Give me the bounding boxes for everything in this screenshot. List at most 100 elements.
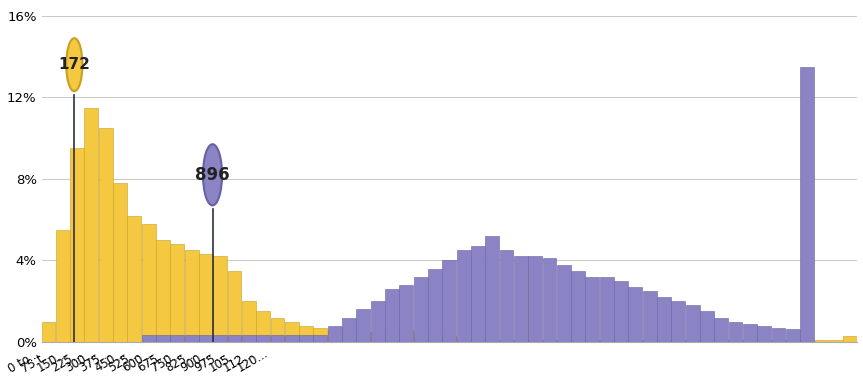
Bar <box>686 305 700 342</box>
Bar <box>185 335 198 342</box>
Bar <box>342 332 356 342</box>
Bar <box>385 331 399 342</box>
Bar <box>443 336 457 342</box>
Bar <box>513 256 528 342</box>
Bar <box>700 311 714 342</box>
Bar <box>400 285 413 342</box>
Bar <box>485 340 499 342</box>
Bar <box>113 183 127 342</box>
Bar <box>772 328 785 342</box>
Bar <box>228 271 242 342</box>
Bar <box>185 250 198 342</box>
Text: 172: 172 <box>59 57 91 72</box>
Bar <box>513 340 528 342</box>
Bar <box>757 326 772 342</box>
Bar <box>728 340 742 342</box>
Bar <box>256 335 270 342</box>
Bar <box>600 277 614 342</box>
Bar <box>643 340 657 342</box>
Ellipse shape <box>66 38 83 91</box>
Bar <box>471 339 485 342</box>
Bar <box>757 340 772 342</box>
Bar <box>199 255 213 342</box>
Bar <box>56 230 70 342</box>
Bar <box>413 332 427 342</box>
Bar <box>715 317 728 342</box>
Bar <box>313 328 327 342</box>
Bar <box>715 340 728 342</box>
Bar <box>671 301 685 342</box>
Bar <box>85 107 98 342</box>
Bar <box>313 335 327 342</box>
Bar <box>256 311 270 342</box>
Bar <box>457 250 470 342</box>
Bar <box>557 340 570 342</box>
Bar <box>585 340 599 342</box>
Bar <box>70 148 84 342</box>
Bar <box>156 335 170 342</box>
Bar <box>800 67 814 342</box>
Bar <box>485 236 499 342</box>
Bar <box>356 309 370 342</box>
Bar <box>728 322 742 342</box>
Bar <box>843 336 857 342</box>
Bar <box>828 340 842 342</box>
Bar <box>356 332 370 342</box>
Bar <box>400 330 413 342</box>
Bar <box>199 335 213 342</box>
Bar <box>671 340 685 342</box>
Bar <box>700 340 714 342</box>
Bar <box>628 287 642 342</box>
Bar <box>170 335 184 342</box>
Bar <box>242 301 255 342</box>
Bar <box>643 291 657 342</box>
Bar <box>98 128 113 342</box>
Bar <box>371 301 385 342</box>
Bar <box>328 326 342 342</box>
Bar <box>772 340 785 342</box>
Bar <box>428 334 442 342</box>
Bar <box>600 340 614 342</box>
Bar <box>328 330 342 342</box>
Bar <box>156 240 170 342</box>
Bar <box>543 340 557 342</box>
Bar <box>285 322 299 342</box>
Bar <box>614 340 628 342</box>
Bar <box>142 224 155 342</box>
Bar <box>213 335 227 342</box>
Bar <box>571 340 585 342</box>
Bar <box>743 324 757 342</box>
Bar <box>585 277 599 342</box>
Bar <box>342 317 356 342</box>
Bar <box>228 335 242 342</box>
Bar <box>170 244 184 342</box>
Bar <box>299 335 313 342</box>
Bar <box>528 340 542 342</box>
Bar <box>428 269 442 342</box>
Bar <box>385 289 399 342</box>
Bar <box>500 340 513 342</box>
Bar <box>41 322 55 342</box>
Bar <box>614 281 628 342</box>
Bar <box>413 277 427 342</box>
Bar <box>471 246 485 342</box>
Bar <box>743 340 757 342</box>
Bar <box>242 335 255 342</box>
Bar <box>686 340 700 342</box>
Bar <box>270 317 285 342</box>
Text: 896: 896 <box>195 166 230 184</box>
Bar <box>371 332 385 342</box>
Bar <box>571 271 585 342</box>
Bar <box>500 250 513 342</box>
Bar <box>142 335 155 342</box>
Bar <box>270 335 285 342</box>
Bar <box>457 338 470 342</box>
Bar <box>285 335 299 342</box>
Bar <box>543 258 557 342</box>
Ellipse shape <box>203 144 222 205</box>
Bar <box>299 326 313 342</box>
Bar <box>443 261 457 342</box>
Bar <box>657 340 671 342</box>
Bar <box>786 329 800 342</box>
Bar <box>786 340 800 342</box>
